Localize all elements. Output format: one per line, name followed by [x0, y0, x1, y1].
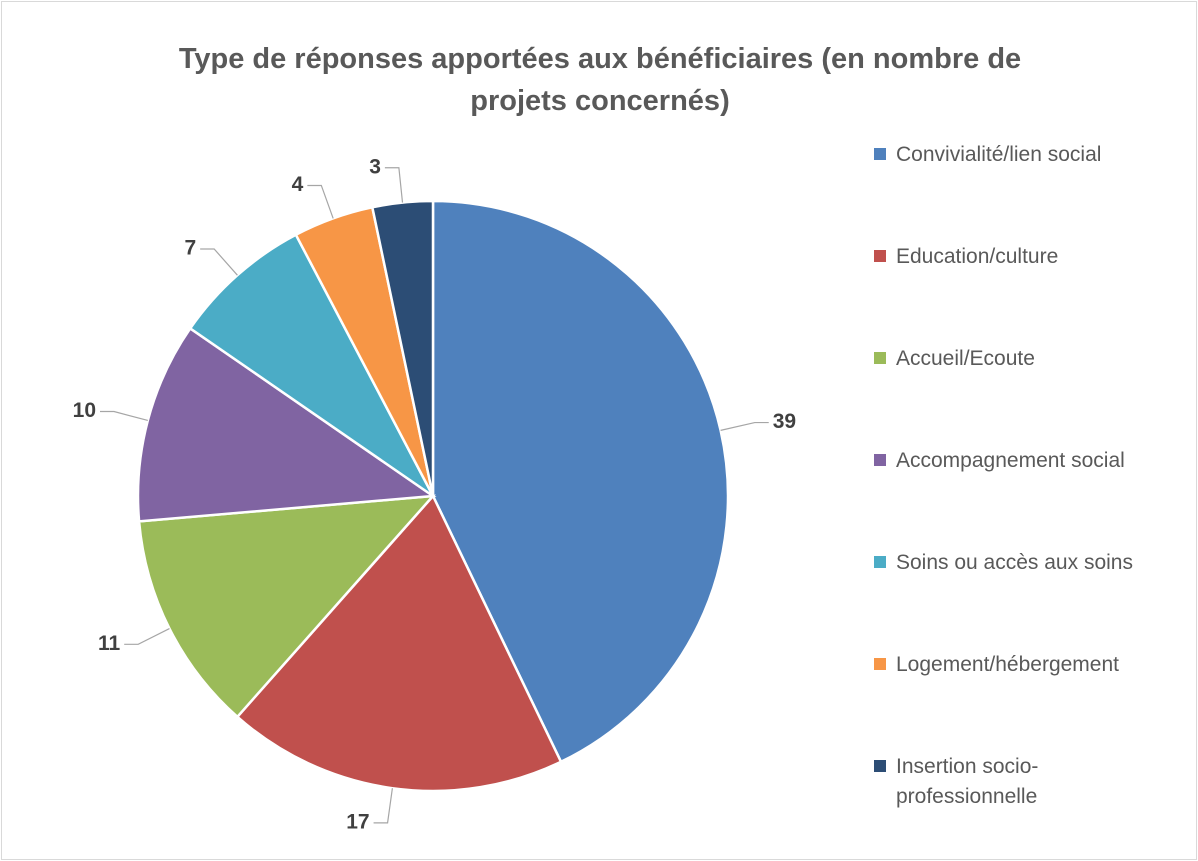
pie-slice: [370, 199, 435, 497]
data-label: 3: [369, 155, 381, 178]
legend-item: Accompagnement social: [874, 446, 1194, 476]
legend-swatch: [874, 556, 886, 568]
legend-label: Soins ou accès aux soins: [896, 551, 1133, 574]
pie-slice: [136, 326, 437, 523]
data-label: 11: [98, 632, 121, 655]
legend-label: Accompagnement social: [896, 449, 1125, 472]
chart-title: Type de réponses apportées aux bénéficia…: [178, 43, 1022, 117]
data-label: 4: [292, 173, 304, 196]
data-label: 17: [346, 810, 369, 833]
legend-swatch: [874, 352, 886, 364]
legend-swatch: [874, 250, 886, 262]
legend-swatch: [874, 148, 886, 160]
legend-label: Logement/hébergement: [896, 653, 1119, 676]
legend-item: Convivialité/lien social: [874, 140, 1194, 170]
legend-label: Accueil/Ecoute: [896, 347, 1035, 370]
legend-item: Logement/hébergement: [874, 650, 1194, 680]
legend-item: Accueil/Ecoute: [874, 344, 1194, 374]
leader-line: [384, 167, 404, 203]
legend-label: Convivialité/lien social: [896, 143, 1102, 166]
leader-line: [100, 410, 148, 422]
leader-line: [373, 788, 393, 824]
leader-line: [200, 248, 238, 276]
data-label: 39: [773, 410, 796, 433]
legend-label: Insertion socio-professionnelle: [896, 755, 1039, 808]
legend-item: Soins ou accès aux soins: [874, 548, 1194, 578]
legend-swatch: [874, 454, 886, 466]
pie-slice: [235, 493, 563, 793]
legend-label: Education/culture: [896, 245, 1059, 268]
leader-line: [124, 628, 170, 645]
legend-swatch: [874, 760, 886, 772]
leader-line: [720, 421, 769, 431]
data-label: 7: [184, 237, 196, 260]
leader-line: [307, 184, 334, 219]
legend-item: Education/culture: [874, 242, 1194, 272]
legend-swatch: [874, 658, 886, 670]
data-label: 10: [73, 399, 96, 422]
legend-item: Insertion socio-professionnelle: [874, 752, 1194, 812]
